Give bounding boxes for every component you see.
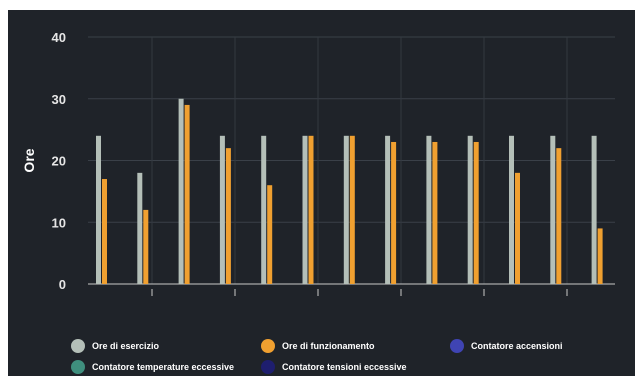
bar-ore-di-funzionamento-0 xyxy=(102,179,107,284)
bar-ore-di-funzionamento-11 xyxy=(556,148,562,284)
bar-ore-di-esercizio-7 xyxy=(385,135,391,284)
legend-label-ore-di-funzionamento: Ore di funzionamento xyxy=(282,341,375,351)
bar-ore-di-funzionamento-2 xyxy=(184,104,190,284)
y-tick-label-2: 20 xyxy=(52,154,66,169)
bar-ore-di-funzionamento-10 xyxy=(515,172,520,284)
y-tick-label-0: 0 xyxy=(59,277,66,292)
bar-ore-di-esercizio-3 xyxy=(219,135,225,284)
y-tick-label-1: 10 xyxy=(52,215,66,230)
legend-label-contatore-accensioni: Contatore accensioni xyxy=(471,341,563,351)
bar-ore-di-esercizio-11 xyxy=(550,135,556,284)
legend-label-ore-di-esercizio: Ore di esercizio xyxy=(92,341,160,351)
bar-ore-di-funzionamento-1 xyxy=(143,209,149,284)
bar-ore-di-esercizio-5 xyxy=(302,135,308,284)
bar-ore-di-funzionamento-12 xyxy=(597,228,603,284)
bar-ore-di-esercizio-6 xyxy=(343,135,349,284)
bar-ore-di-esercizio-10 xyxy=(509,135,514,284)
bar-ore-di-funzionamento-6 xyxy=(349,135,355,284)
bar-ore-di-esercizio-12 xyxy=(591,135,597,284)
legend-swatch-contatore-accensioni xyxy=(450,339,464,353)
y-tick-label-3: 30 xyxy=(52,92,66,107)
bar-ore-di-esercizio-8 xyxy=(426,135,432,284)
bar-ore-di-esercizio-9 xyxy=(467,135,473,284)
bar-ore-di-funzionamento-8 xyxy=(432,141,438,284)
bar-ore-di-funzionamento-4 xyxy=(267,185,273,284)
legend-label-contatore-tensioni-eccessive: Contatore tensioni eccessive xyxy=(282,362,407,372)
bar-ore-di-esercizio-1 xyxy=(137,172,143,284)
bar-ore-di-funzionamento-9 xyxy=(473,141,479,284)
bar-ore-di-funzionamento-5 xyxy=(308,135,314,284)
legend-swatch-contatore-temperature-eccessive xyxy=(71,360,85,374)
bar-ore-di-funzionamento-7 xyxy=(391,141,397,284)
chart-panel xyxy=(8,10,635,376)
legend-swatch-ore-di-esercizio xyxy=(71,339,85,353)
legend-label-contatore-temperature-eccessive: Contatore temperature eccessive xyxy=(92,362,234,372)
legend-swatch-contatore-tensioni-eccessive xyxy=(261,360,275,374)
y-tick-label-4: 40 xyxy=(52,30,66,45)
bar-ore-di-funzionamento-3 xyxy=(225,148,231,284)
bar-ore-di-esercizio-0 xyxy=(96,135,101,284)
bar-ore-di-esercizio-4 xyxy=(261,135,267,284)
y-axis-title: Ore xyxy=(21,148,37,172)
legend-swatch-ore-di-funzionamento xyxy=(261,339,275,353)
bar-ore-di-esercizio-2 xyxy=(178,98,184,284)
